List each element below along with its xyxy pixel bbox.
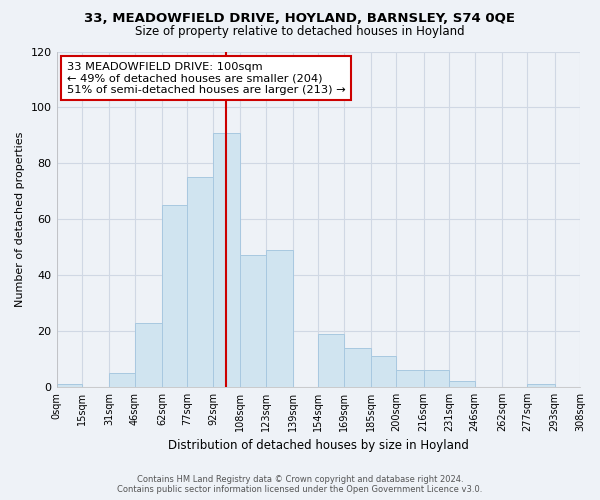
Text: 33 MEADOWFIELD DRIVE: 100sqm
← 49% of detached houses are smaller (204)
51% of s: 33 MEADOWFIELD DRIVE: 100sqm ← 49% of de…: [67, 62, 346, 95]
Bar: [266, 250, 293, 387]
Text: Contains HM Land Registry data © Crown copyright and database right 2024.
Contai: Contains HM Land Registry data © Crown c…: [118, 474, 482, 494]
Bar: [527, 384, 554, 387]
Bar: [424, 370, 449, 387]
Bar: [371, 356, 397, 387]
Bar: [187, 177, 213, 387]
Bar: [318, 334, 344, 387]
Bar: [397, 370, 424, 387]
Y-axis label: Number of detached properties: Number of detached properties: [15, 132, 25, 307]
Text: 33, MEADOWFIELD DRIVE, HOYLAND, BARNSLEY, S74 0QE: 33, MEADOWFIELD DRIVE, HOYLAND, BARNSLEY…: [85, 12, 515, 26]
Bar: [109, 373, 135, 387]
Bar: [162, 205, 187, 387]
X-axis label: Distribution of detached houses by size in Hoyland: Distribution of detached houses by size …: [168, 440, 469, 452]
Bar: [213, 132, 240, 387]
Bar: [344, 348, 371, 387]
Text: Size of property relative to detached houses in Hoyland: Size of property relative to detached ho…: [135, 25, 465, 38]
Bar: [56, 384, 82, 387]
Bar: [449, 381, 475, 387]
Bar: [240, 256, 266, 387]
Bar: [135, 322, 162, 387]
